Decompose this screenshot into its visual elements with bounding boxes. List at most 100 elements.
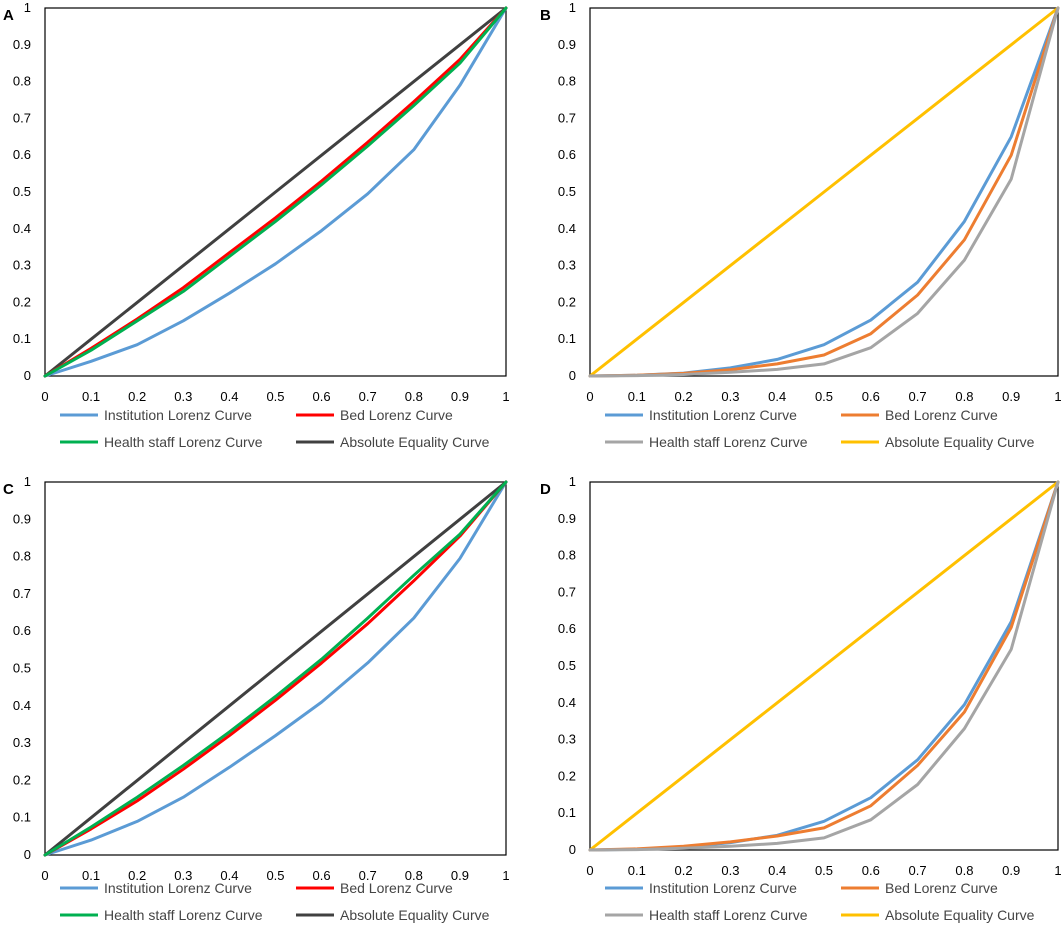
- series-line-absolute-equality-curve: [588, 480, 1060, 852]
- series-line-institution-lorenz-curve: [43, 480, 508, 857]
- legend-label-institution-lorenz-curve: Institution Lorenz Curve: [104, 407, 252, 423]
- panel-label: A: [3, 7, 14, 24]
- y-tick-label: 0.3: [13, 258, 31, 273]
- legend-label-health-staff-lorenz-curve: Health staff Lorenz Curve: [649, 434, 808, 450]
- y-tick-label: 0: [24, 847, 31, 862]
- x-tick-label: 0.8: [405, 868, 423, 883]
- x-tick-label: 0.3: [721, 389, 739, 404]
- x-tick-label: 0.3: [721, 863, 739, 878]
- y-tick-label: 0.3: [558, 258, 576, 273]
- x-tick-label: 0.6: [313, 389, 331, 404]
- series-line-absolute-equality-curve: [43, 6, 508, 378]
- y-tick-label: 0.6: [13, 623, 31, 638]
- y-tick-label: 1: [24, 474, 31, 489]
- x-tick-label: 0.2: [128, 868, 146, 883]
- y-tick-label: 0.9: [13, 511, 31, 526]
- y-tick-label: 0.2: [13, 294, 31, 309]
- y-tick-label: 0: [24, 368, 31, 383]
- legend: Institution Lorenz Curve Bed Lorenz Curve…: [605, 407, 1035, 450]
- x-tick-label: 0: [586, 863, 593, 878]
- plot-area-frame: [589, 481, 1059, 851]
- series-line-institution-lorenz-curve: [43, 6, 508, 378]
- x-tick-label: 0.7: [909, 863, 927, 878]
- y-tick-label: 0.5: [13, 184, 31, 199]
- legend-label-health-staff-lorenz-curve: Health staff Lorenz Curve: [649, 907, 808, 923]
- plot-area-frame: [589, 7, 1059, 377]
- x-tick-label: 0.1: [82, 868, 100, 883]
- x-tick-label: 0.9: [1002, 863, 1020, 878]
- y-tick-label: 0: [569, 368, 576, 383]
- series-line-bed-lorenz-curve: [43, 6, 508, 378]
- y-tick-label: 0.8: [558, 74, 576, 89]
- series-line-absolute-equality-curve: [588, 6, 1060, 378]
- x-tick-label: 0: [41, 868, 48, 883]
- x-tick-label: 0.2: [675, 863, 693, 878]
- x-tick-label: 0.9: [451, 868, 469, 883]
- series-line-health-staff-lorenz-curve: [43, 6, 508, 378]
- y-tick-label: 0.4: [558, 221, 576, 236]
- y-tick-label: 0.5: [558, 184, 576, 199]
- x-tick-label: 0.4: [768, 863, 786, 878]
- series-line-absolute-equality-curve: [43, 480, 508, 857]
- y-tick-label: 0.2: [13, 772, 31, 787]
- y-tick-label: 0.6: [13, 147, 31, 162]
- y-tick-label: 0.9: [558, 37, 576, 52]
- x-tick-label: 0.4: [220, 389, 238, 404]
- x-tick-label: 0.1: [82, 389, 100, 404]
- y-tick-label: 0.4: [13, 221, 31, 236]
- y-tick-label: 1: [24, 0, 31, 15]
- y-tick-label: 0.2: [558, 768, 576, 783]
- x-tick-label: 0.3: [174, 389, 192, 404]
- y-tick-label: 0.8: [13, 549, 31, 564]
- x-tick-label: 0: [41, 389, 48, 404]
- y-tick-label: 0.6: [558, 621, 576, 636]
- y-tick-label: 1: [569, 474, 576, 489]
- x-tick-label: 0.1: [628, 389, 646, 404]
- x-tick-label: 1: [1054, 863, 1061, 878]
- x-tick-label: 0.5: [815, 863, 833, 878]
- series-line-health-staff-lorenz-curve: [588, 6, 1060, 378]
- x-tick-label: 0.6: [862, 863, 880, 878]
- legend: Institution Lorenz Curve Bed Lorenz Curve…: [605, 880, 1035, 923]
- y-tick-label: 1: [569, 0, 576, 15]
- y-tick-label: 0.8: [558, 548, 576, 563]
- x-tick-label: 0.4: [768, 389, 786, 404]
- x-tick-label: 0.2: [128, 389, 146, 404]
- legend-label-bed-lorenz-curve: Bed Lorenz Curve: [340, 407, 453, 423]
- y-tick-label: 0: [569, 842, 576, 857]
- y-tick-label: 0.3: [13, 735, 31, 750]
- panel-label: D: [540, 481, 551, 498]
- y-tick-label: 0.7: [558, 584, 576, 599]
- x-tick-label: 0.5: [266, 389, 284, 404]
- x-tick-label: 0.9: [451, 389, 469, 404]
- legend-label-absolute-equality-curve: Absolute Equality Curve: [885, 907, 1035, 923]
- chart-panel-d: D 0 0.1 0.2 0.3 0.4 0.5 0.6 0.7 0.8 0.9 1 0 0.1 0.2 0.3…: [540, 474, 1062, 923]
- legend-label-absolute-equality-curve: Absolute Equality Curve: [885, 434, 1035, 450]
- legend-label-bed-lorenz-curve: Bed Lorenz Curve: [885, 880, 998, 896]
- x-tick-label: 1: [502, 389, 509, 404]
- x-tick-label: 0: [586, 389, 593, 404]
- legend: Institution Lorenz Curve Bed Lorenz Curve…: [60, 407, 490, 450]
- x-tick-label: 0.8: [405, 389, 423, 404]
- x-tick-label: 1: [502, 868, 509, 883]
- x-tick-label: 0.7: [909, 389, 927, 404]
- x-tick-label: 0.5: [266, 868, 284, 883]
- x-tick-label: 0.3: [174, 868, 192, 883]
- x-tick-label: 0.2: [675, 389, 693, 404]
- x-tick-label: 0.1: [628, 863, 646, 878]
- y-tick-label: 0.4: [13, 698, 31, 713]
- y-tick-label: 0.5: [558, 658, 576, 673]
- y-tick-label: 0.5: [13, 661, 31, 676]
- y-tick-label: 0.9: [558, 511, 576, 526]
- y-tick-label: 0.7: [13, 110, 31, 125]
- x-tick-label: 0.8: [955, 389, 973, 404]
- chart-panel-c: C 0 0.1 0.2 0.3 0.4 0.5 0.6 0.7 0.8 0.9 1 0 0.1 0.2 0.3…: [3, 474, 510, 923]
- chart-panel-a: A 0 0.1 0.2 0.3 0.4 0.5 0.6 0.7 0.8 0.9 1 0 0.1 0.2 0.3…: [3, 0, 510, 450]
- x-tick-label: 0.9: [1002, 389, 1020, 404]
- series-line-bed-lorenz-curve: [43, 480, 508, 857]
- series-line-health-staff-lorenz-curve: [588, 480, 1060, 852]
- y-tick-label: 0.2: [558, 294, 576, 309]
- legend-label-absolute-equality-curve: Absolute Equality Curve: [340, 907, 490, 923]
- legend-label-health-staff-lorenz-curve: Health staff Lorenz Curve: [104, 907, 263, 923]
